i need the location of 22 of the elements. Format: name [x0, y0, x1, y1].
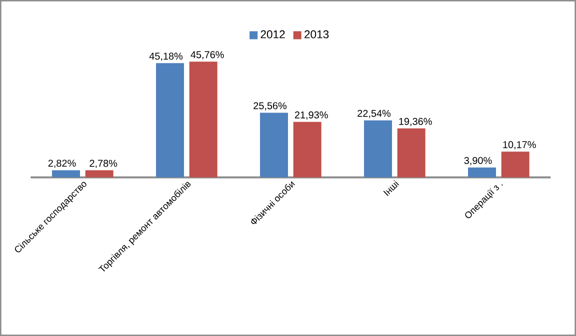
bar	[189, 62, 218, 178]
bar	[468, 167, 496, 178]
data-label: 45,76%	[190, 51, 224, 60]
data-label: 21,93%	[294, 111, 328, 120]
bar	[364, 120, 392, 178]
bar	[260, 112, 288, 178]
bar	[52, 170, 80, 178]
data-label: 2,82%	[48, 160, 76, 168]
bar	[293, 122, 322, 178]
data-label: 45,18%	[149, 52, 183, 61]
data-label: 25,56%	[254, 102, 287, 110]
bar	[397, 128, 426, 178]
data-label: 10,17%	[503, 141, 536, 150]
data-label: 3,90%	[464, 156, 492, 166]
bar	[156, 63, 184, 178]
data-label: 19,36%	[399, 118, 432, 126]
bar	[501, 152, 530, 178]
legend-label: 2012	[260, 30, 285, 38]
legend-label: 2013	[304, 30, 329, 38]
data-label: 2,78%	[90, 160, 118, 168]
data-label: 22,54%	[358, 110, 391, 118]
bar	[85, 170, 114, 178]
